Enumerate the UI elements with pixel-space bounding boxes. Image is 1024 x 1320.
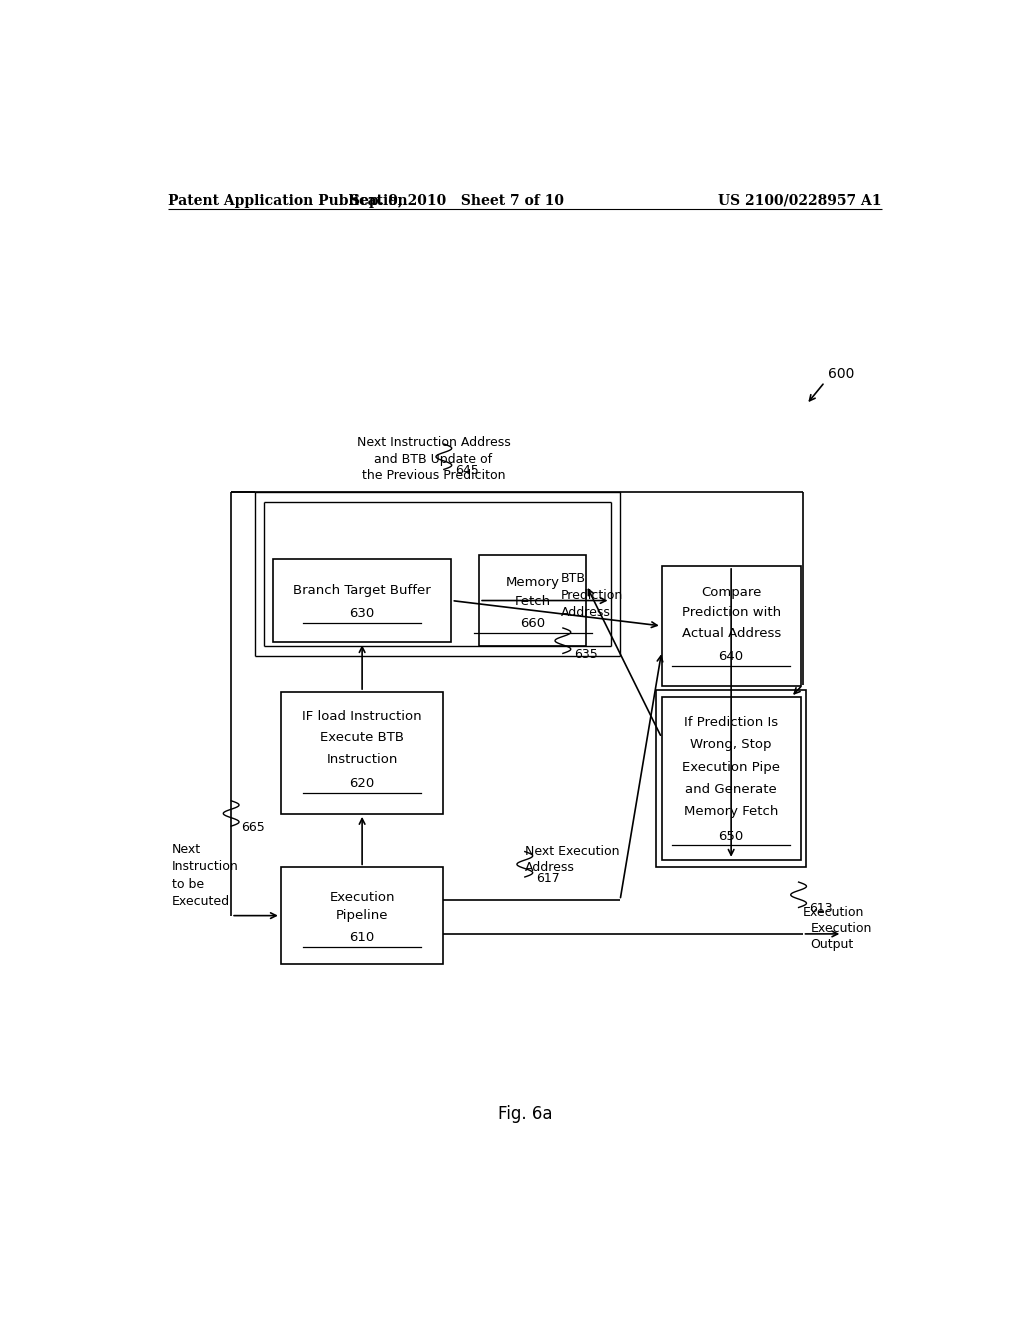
Text: Prediction: Prediction [560, 589, 623, 602]
Text: 635: 635 [574, 648, 598, 661]
Text: 610: 610 [349, 932, 375, 945]
Text: Fetch: Fetch [515, 595, 551, 609]
Bar [272, 558, 452, 643]
Text: Address: Address [560, 606, 610, 619]
Text: BTB: BTB [560, 572, 586, 585]
Text: 650: 650 [719, 830, 743, 843]
Text: US 2100/0228957 A1: US 2100/0228957 A1 [719, 194, 882, 209]
Text: Next Execution: Next Execution [524, 845, 620, 858]
Text: 665: 665 [242, 821, 265, 834]
Text: 640: 640 [719, 649, 743, 663]
Text: 645: 645 [455, 463, 478, 477]
Text: Output: Output [811, 937, 854, 950]
Text: Compare: Compare [701, 586, 761, 599]
Text: Prediction with: Prediction with [682, 606, 780, 619]
Text: Executed: Executed [172, 895, 229, 908]
Text: Memory Fetch: Memory Fetch [684, 805, 778, 818]
Text: 630: 630 [349, 607, 375, 620]
Bar [656, 690, 806, 867]
Text: Execute BTB: Execute BTB [321, 731, 404, 744]
Text: If Prediction Is: If Prediction Is [684, 715, 778, 729]
Bar [281, 692, 443, 814]
Text: Pipeline: Pipeline [336, 909, 388, 923]
Text: 613: 613 [809, 902, 833, 915]
Text: and Generate: and Generate [685, 783, 777, 796]
Bar [479, 554, 587, 647]
Text: IF load Instruction: IF load Instruction [302, 710, 422, 723]
Text: Memory: Memory [506, 576, 560, 589]
Text: Next: Next [172, 843, 201, 857]
Text: Patent Application Publication: Patent Application Publication [168, 194, 408, 209]
Bar [662, 566, 801, 686]
Bar [281, 867, 443, 964]
Text: Execution Pipe: Execution Pipe [682, 760, 780, 774]
Text: 617: 617 [536, 871, 560, 884]
Text: Actual Address: Actual Address [682, 627, 780, 640]
Text: and BTB Update of: and BTB Update of [375, 453, 493, 466]
Text: Fig. 6a: Fig. 6a [498, 1105, 552, 1123]
Text: Instruction: Instruction [172, 861, 239, 874]
Bar [662, 697, 801, 859]
Text: Wrong, Stop: Wrong, Stop [690, 738, 772, 751]
Text: Sep. 9, 2010   Sheet 7 of 10: Sep. 9, 2010 Sheet 7 of 10 [350, 194, 564, 209]
Text: Execution: Execution [811, 923, 871, 936]
Text: 620: 620 [349, 777, 375, 789]
Text: the Previous Prediciton: the Previous Prediciton [361, 469, 505, 482]
Text: Execution: Execution [330, 891, 395, 904]
Text: Branch Target Buffer: Branch Target Buffer [293, 583, 431, 597]
Text: 600: 600 [828, 367, 854, 381]
Text: to be: to be [172, 878, 204, 891]
Text: Address: Address [524, 862, 574, 874]
Text: Instruction: Instruction [327, 752, 397, 766]
Text: Next Instruction Address: Next Instruction Address [356, 437, 510, 450]
Text: Execution: Execution [803, 906, 864, 919]
Text: 660: 660 [520, 618, 546, 631]
